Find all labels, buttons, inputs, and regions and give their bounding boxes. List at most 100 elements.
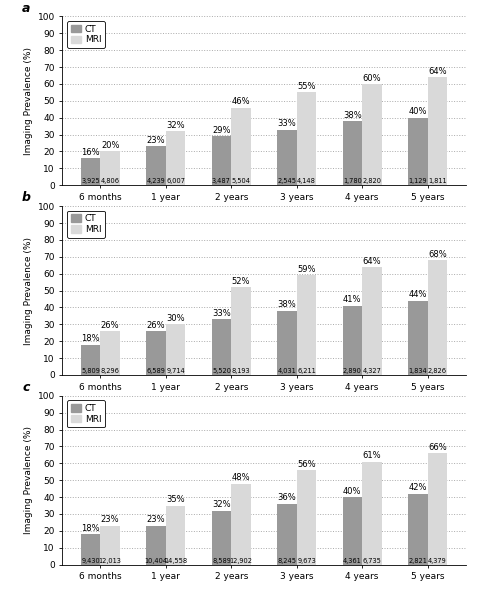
Bar — [277, 504, 297, 564]
Text: 2,820: 2,820 — [362, 179, 382, 184]
Legend: CT, MRI: CT, MRI — [67, 400, 105, 427]
Text: 4,148: 4,148 — [297, 179, 316, 184]
Text: 32%: 32% — [167, 121, 185, 130]
Text: 6,589: 6,589 — [146, 368, 166, 374]
Text: 26%: 26% — [147, 320, 165, 329]
Bar — [146, 146, 166, 185]
Bar — [428, 77, 447, 185]
Text: 64%: 64% — [363, 256, 381, 265]
Text: 42%: 42% — [408, 483, 427, 492]
Bar — [408, 494, 428, 564]
Text: 8,296: 8,296 — [101, 368, 120, 374]
Text: 2,821: 2,821 — [408, 558, 427, 564]
Text: 66%: 66% — [428, 443, 447, 452]
Y-axis label: Imaging Prevalence (%): Imaging Prevalence (%) — [24, 47, 33, 155]
Text: 5,504: 5,504 — [231, 179, 251, 184]
Text: 6,211: 6,211 — [297, 368, 316, 374]
Text: 4,379: 4,379 — [428, 558, 447, 564]
Bar — [212, 136, 231, 185]
Bar — [100, 331, 120, 375]
Text: 4,239: 4,239 — [146, 179, 166, 184]
Bar — [277, 311, 297, 375]
Text: 8,589: 8,589 — [212, 558, 231, 564]
Text: 1,834: 1,834 — [408, 368, 427, 374]
Text: 29%: 29% — [212, 126, 231, 135]
Bar — [166, 324, 185, 375]
Text: 12,902: 12,902 — [229, 558, 252, 564]
Bar — [146, 526, 166, 564]
Bar — [297, 276, 316, 375]
Text: 16%: 16% — [81, 148, 100, 157]
Text: 3,925: 3,925 — [81, 179, 100, 184]
Text: 40%: 40% — [343, 487, 361, 496]
Text: 6,735: 6,735 — [362, 558, 382, 564]
Text: 4,327: 4,327 — [362, 368, 382, 374]
Bar — [362, 267, 382, 375]
Text: 5,809: 5,809 — [81, 368, 100, 374]
Text: 23%: 23% — [147, 515, 165, 524]
Text: 18%: 18% — [81, 334, 100, 343]
Text: 1,129: 1,129 — [408, 179, 427, 184]
Text: 20%: 20% — [101, 141, 120, 150]
Bar — [428, 260, 447, 375]
Text: 4,361: 4,361 — [343, 558, 362, 564]
Text: 9,714: 9,714 — [166, 368, 185, 374]
Text: 9,673: 9,673 — [297, 558, 316, 564]
Text: 60%: 60% — [363, 74, 381, 83]
Bar — [81, 344, 100, 375]
Bar — [166, 506, 185, 564]
Bar — [428, 453, 447, 564]
Bar — [297, 470, 316, 564]
Text: a: a — [22, 2, 30, 15]
Bar — [166, 131, 185, 185]
Bar — [343, 121, 362, 185]
Bar — [81, 158, 100, 185]
Text: 10,404: 10,404 — [144, 558, 168, 564]
Bar — [408, 117, 428, 185]
Text: 12,013: 12,013 — [99, 558, 121, 564]
Legend: CT, MRI: CT, MRI — [67, 21, 105, 48]
Text: 14,558: 14,558 — [164, 558, 187, 564]
Text: 2,890: 2,890 — [343, 368, 362, 374]
Bar — [100, 152, 120, 185]
Text: 18%: 18% — [81, 524, 100, 533]
Bar — [231, 287, 251, 375]
Text: 41%: 41% — [343, 295, 361, 304]
Bar — [212, 510, 231, 564]
Text: 61%: 61% — [363, 451, 381, 460]
Bar — [362, 84, 382, 185]
Text: 3,487: 3,487 — [212, 179, 231, 184]
Text: 23%: 23% — [147, 136, 165, 145]
Text: 56%: 56% — [297, 459, 316, 469]
Bar — [100, 526, 120, 564]
Text: 33%: 33% — [277, 119, 296, 128]
Bar — [146, 331, 166, 375]
Text: 23%: 23% — [101, 515, 120, 524]
Text: 44%: 44% — [408, 291, 427, 300]
Text: c: c — [22, 381, 29, 394]
Text: 1,780: 1,780 — [343, 179, 362, 184]
Text: 32%: 32% — [212, 500, 231, 509]
Legend: CT, MRI: CT, MRI — [67, 211, 105, 238]
Text: 64%: 64% — [428, 67, 447, 76]
Text: 36%: 36% — [277, 494, 296, 503]
Bar — [362, 462, 382, 564]
Text: 8,193: 8,193 — [232, 368, 251, 374]
Text: 8,245: 8,245 — [277, 558, 297, 564]
Y-axis label: Imaging Prevalence (%): Imaging Prevalence (%) — [24, 237, 33, 344]
Bar — [343, 305, 362, 375]
Text: 6,007: 6,007 — [166, 179, 185, 184]
Text: 59%: 59% — [297, 265, 316, 274]
Text: b: b — [22, 192, 31, 204]
Text: 30%: 30% — [167, 314, 185, 323]
Text: 38%: 38% — [277, 301, 296, 310]
Text: 35%: 35% — [167, 495, 185, 504]
Bar — [343, 497, 362, 564]
Text: 1,811: 1,811 — [428, 179, 447, 184]
Text: 48%: 48% — [232, 473, 251, 482]
Text: 33%: 33% — [212, 309, 231, 318]
Text: 4,031: 4,031 — [277, 368, 296, 374]
Text: 5,520: 5,520 — [212, 368, 231, 374]
Text: 2,545: 2,545 — [277, 179, 297, 184]
Bar — [231, 483, 251, 564]
